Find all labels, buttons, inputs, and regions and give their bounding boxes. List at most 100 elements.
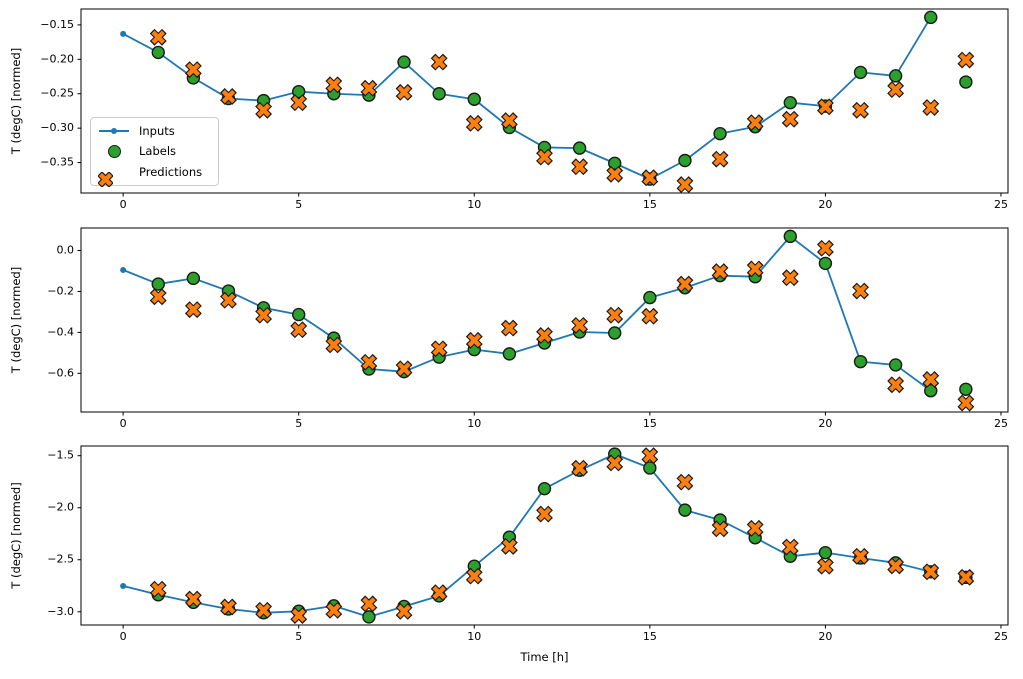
label-point — [292, 307, 306, 322]
y-tick-label: −3.0 — [47, 605, 74, 618]
prediction-point — [327, 338, 341, 352]
prediction-point — [397, 85, 411, 100]
prediction-point — [572, 461, 587, 475]
prediction-point — [537, 150, 552, 164]
x-tick-label: 25 — [994, 630, 1008, 643]
y-tick-label: −0.30 — [40, 121, 74, 134]
x-tick-label: 5 — [295, 417, 302, 430]
legend-item-inputs: Inputs — [98, 121, 211, 141]
prediction-point — [291, 322, 306, 337]
label-point — [151, 277, 165, 291]
label-point — [853, 354, 868, 369]
x-axis-label: Time [h] — [519, 650, 568, 664]
input-dot — [120, 582, 127, 589]
label-point — [186, 271, 201, 286]
prediction-point — [678, 277, 692, 291]
label-point — [292, 84, 306, 99]
x-tick-label: 20 — [818, 630, 832, 643]
label-point — [608, 326, 622, 340]
prediction-point — [818, 100, 833, 114]
prediction-point — [959, 53, 973, 67]
x-tick-label: 0 — [120, 198, 127, 211]
x-tick-label: 25 — [994, 417, 1008, 430]
prediction-point — [327, 78, 341, 92]
label-point — [783, 95, 797, 110]
prediction-point — [432, 342, 446, 356]
y-axis-label: T (degC) [normed] — [9, 267, 23, 374]
x-tick-label: 5 — [295, 630, 302, 643]
prediction-point — [151, 582, 166, 596]
label-point — [678, 503, 692, 517]
legend-item-labels: Labels — [98, 141, 211, 161]
prediction-point — [607, 167, 622, 182]
prediction-point — [748, 262, 762, 276]
prediction-point — [748, 115, 762, 130]
label-point — [924, 384, 938, 398]
prediction-point — [362, 81, 376, 95]
label-point — [713, 126, 727, 141]
input-dot — [120, 266, 127, 273]
label-point — [888, 69, 903, 83]
prediction-point — [853, 549, 868, 564]
label-point — [608, 156, 622, 170]
label-point — [924, 10, 938, 25]
label-point — [467, 92, 481, 106]
axes-spines — [80, 8, 1009, 194]
label-point — [362, 610, 376, 624]
prediction-point — [713, 152, 727, 166]
predictions-points — [149, 28, 975, 194]
x-tick-label: 10 — [467, 417, 481, 430]
prediction-point — [678, 177, 692, 192]
subplot-3: −1.5 −2.0 −2.5 −3.0 0 5 10 15 20 25 T (degC) [norm… — [9, 445, 1009, 664]
prediction-point — [818, 559, 833, 573]
label-point — [502, 347, 517, 361]
prediction-point — [853, 284, 868, 298]
label-point — [643, 290, 657, 305]
label-point — [888, 358, 903, 372]
prediction-point — [256, 308, 271, 322]
prediction-point — [151, 290, 166, 304]
prediction-point — [713, 264, 727, 279]
legend-label-labels: Labels — [139, 144, 177, 159]
prediction-point — [397, 604, 411, 619]
legend-label-predictions: Predictions — [139, 164, 203, 179]
prediction-point — [643, 309, 657, 323]
prediction-point — [327, 603, 341, 618]
prediction-point — [502, 113, 517, 128]
label-point — [818, 545, 833, 560]
prediction-point — [572, 159, 587, 174]
prediction-point — [221, 600, 236, 614]
prediction-point — [256, 603, 271, 618]
prediction-point — [362, 355, 376, 370]
prediction-point — [607, 308, 622, 322]
label-point — [783, 229, 797, 244]
x-tick-label: 15 — [643, 630, 657, 643]
y-tick-label: 0.0 — [57, 243, 75, 256]
prediction-point — [467, 116, 482, 131]
y-tick-label: −1.5 — [47, 449, 74, 462]
inputs-line-icon — [98, 128, 130, 135]
legend-item-predictions: Predictions — [98, 162, 211, 187]
prediction-point — [643, 170, 657, 185]
prediction-point — [678, 475, 692, 489]
y-tick-label: −2.0 — [47, 501, 74, 514]
y-tick-label: −2.5 — [47, 553, 74, 566]
subplot-2: 0.0 −0.2 −0.4 −0.6 0 5 10 15 20 25 T (degC) [norme… — [9, 227, 1009, 430]
x-tick-label: 10 — [467, 198, 481, 211]
prediction-point — [221, 293, 236, 308]
y-tick-label: −0.15 — [40, 18, 74, 31]
label-point — [959, 75, 973, 89]
prediction-point — [397, 362, 411, 376]
prediction-point — [537, 328, 552, 343]
prediction-point — [467, 569, 482, 583]
y-axis-label: T (degC) [normed] — [9, 48, 23, 155]
subplot-1: −0.15 −0.20 −0.25 −0.30 −0.35 0 5 10 15 20 25 T (de… — [9, 8, 1009, 211]
prediction-point — [291, 608, 306, 623]
plot-area — [81, 9, 1008, 193]
predictions-points — [149, 447, 975, 624]
y-tick-label: −0.4 — [47, 325, 74, 338]
label-point — [643, 461, 657, 475]
prediction-point — [853, 103, 868, 118]
legend-label-inputs: Inputs — [139, 124, 175, 139]
